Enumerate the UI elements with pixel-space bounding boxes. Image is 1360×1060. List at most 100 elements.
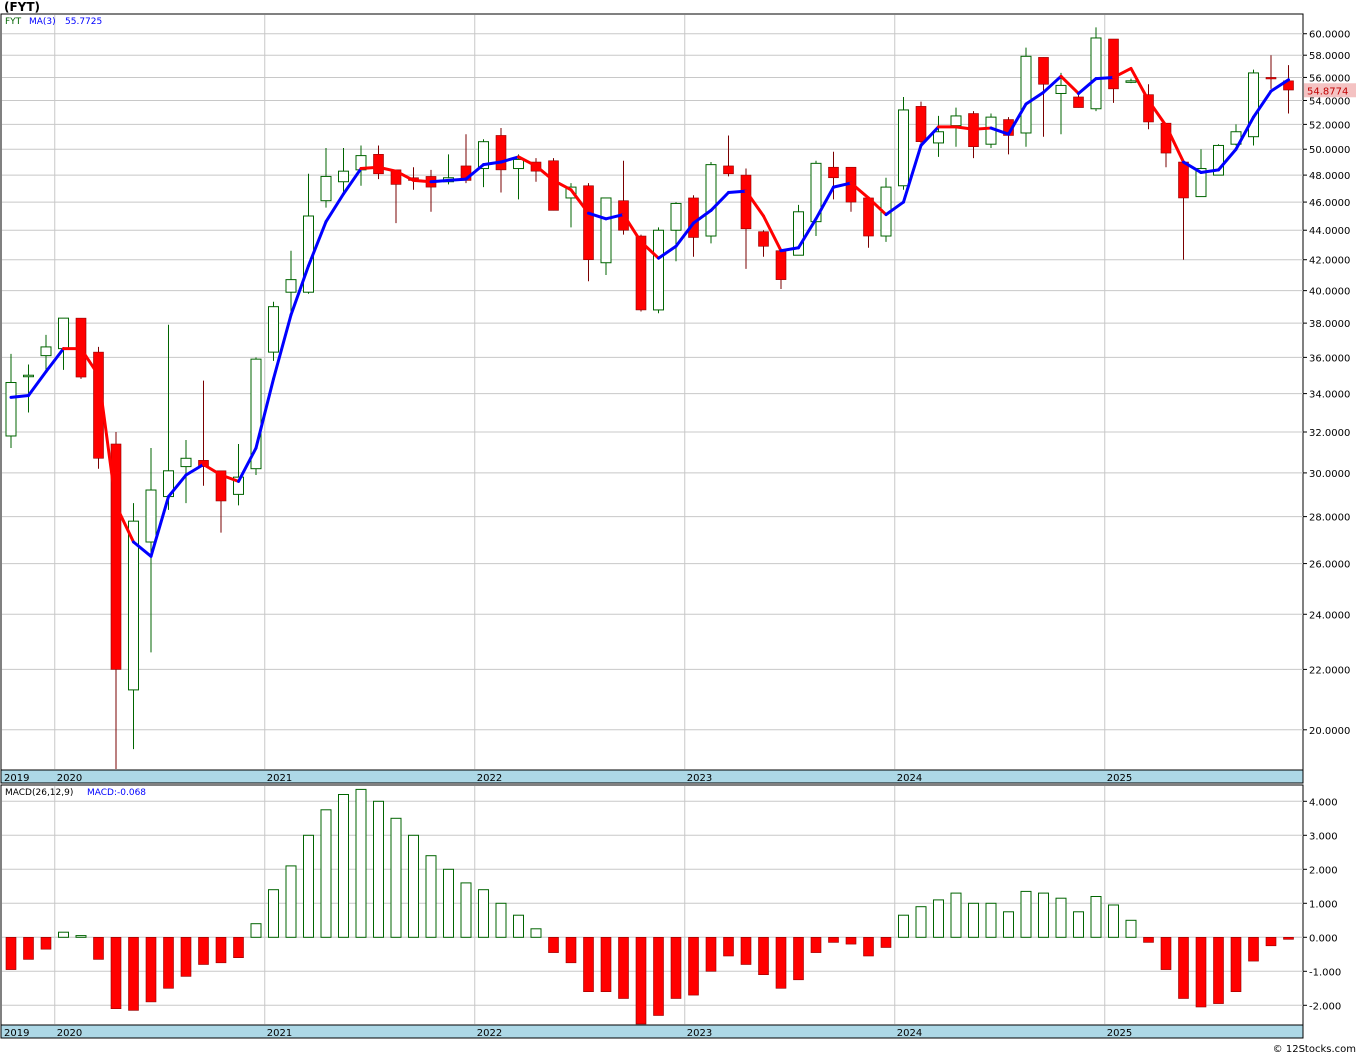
ma-segment (394, 169, 415, 182)
macd-bar (705, 936, 717, 972)
ma-segment (779, 246, 800, 253)
macd-bar (793, 936, 804, 981)
macd-bar (583, 936, 594, 992)
ma-segment (184, 463, 205, 477)
ma-label: MA(3) (29, 17, 56, 27)
ma-segment (1094, 75, 1115, 81)
candle (1020, 47, 1032, 147)
year-label: 2023 (687, 773, 712, 784)
ma-segment (79, 347, 100, 377)
macd-tick-label: 2.000 (1309, 865, 1338, 876)
ma-segment (972, 126, 993, 131)
candle (495, 128, 507, 193)
candle (1055, 72, 1067, 135)
ma-segment (1007, 102, 1028, 136)
macd-bars-layer (5, 788, 1294, 1025)
macd-bar (548, 936, 559, 953)
price-tick-label: 22.0000 (1309, 665, 1350, 676)
macd-bar (898, 914, 909, 938)
macd-bar (425, 855, 437, 938)
price-tick-label: 60.0000 (1309, 30, 1350, 41)
ma-segment (674, 221, 695, 248)
macd-bar (75, 935, 87, 938)
macd-bar (565, 936, 577, 964)
macd-bar (1213, 936, 1224, 1004)
ma-segment (867, 196, 888, 217)
candle (1073, 93, 1084, 108)
price-tick-label: 58.0000 (1309, 51, 1350, 62)
macd-bar (408, 834, 419, 938)
macd-bar (1283, 936, 1294, 940)
last-price-tag (1304, 83, 1356, 98)
candle (933, 115, 944, 157)
macd-value-label: MACD:-0.068 (87, 788, 146, 798)
macd-bar (443, 868, 454, 938)
price-tick-label: 36.0000 (1309, 353, 1350, 364)
candle (128, 503, 139, 750)
macd-bar (950, 892, 962, 938)
ma-segment (692, 208, 713, 225)
year-label: 2025 (1107, 773, 1132, 784)
ma-segment (429, 178, 450, 184)
price-tick-label: 34.0000 (1309, 390, 1350, 401)
price-panel-frame (0, 13, 1304, 771)
candle (600, 197, 612, 275)
ma-segment (464, 163, 485, 181)
macd-bar (1020, 890, 1032, 938)
year-label: 2022 (477, 1028, 502, 1039)
ma-value: 55.7725 (65, 17, 102, 27)
macd-bar (1073, 911, 1084, 938)
macd-bar (1038, 892, 1049, 938)
macd-bar (355, 788, 367, 938)
year-label: 2024 (897, 773, 922, 784)
macd-bar (5, 936, 17, 970)
macd-tick-label: -1.000 (1309, 967, 1341, 978)
ma-segment (814, 185, 835, 221)
year-label: 2020 (57, 773, 82, 784)
ma-segment (1042, 74, 1063, 94)
year-labels-bottom: 2019 2020 2021 2022 2023 2024 2025 (4, 1028, 1132, 1039)
candle (1038, 57, 1049, 137)
macd-bar (880, 936, 892, 948)
candle (23, 364, 34, 413)
macd-tick-label: 0.000 (1309, 933, 1338, 944)
macd-bar (303, 834, 314, 938)
candle (653, 227, 664, 314)
year-label: 2020 (57, 1028, 82, 1039)
ma-segment (1112, 66, 1133, 79)
price-tick-label: 32.0000 (1309, 428, 1350, 439)
ma-segment (132, 540, 153, 558)
macd-bar (390, 817, 402, 938)
ma-segment (1234, 115, 1255, 151)
macd-bar (600, 936, 612, 992)
year-labels-top: 2019 2020 2021 2022 2023 2024 2025 (4, 773, 1132, 784)
ma-segment (849, 181, 870, 200)
year-label: 2019 (4, 1028, 29, 1039)
year-label: 2021 (267, 1028, 292, 1039)
macd-bar (513, 914, 524, 938)
price-tick-label: 38.0000 (1309, 319, 1350, 330)
candle (915, 101, 927, 146)
price-tick-label: 30.0000 (1309, 469, 1350, 480)
macd-bar (460, 882, 472, 938)
ma-segment (884, 200, 905, 217)
ma-segment (902, 143, 923, 204)
candle (670, 202, 682, 262)
ma-segment (1077, 77, 1098, 95)
ma-segment (762, 214, 783, 253)
macd-bar (338, 794, 349, 938)
macd-bar (1160, 936, 1172, 970)
ma-segment (342, 167, 363, 196)
macd-bar (1265, 936, 1277, 947)
candle (268, 301, 279, 361)
macd-bar (985, 902, 997, 938)
macd-bar (1108, 904, 1119, 938)
macd-y-axis: -2.000 -1.000 0.000 1.000 2.000 3.000 4.000 (1303, 797, 1341, 1012)
macd-bar (495, 902, 507, 938)
ma-segment (727, 189, 748, 195)
ma-segment (797, 217, 818, 250)
year-label: 2019 (4, 773, 29, 784)
ma-segment (1129, 66, 1150, 102)
candle (215, 470, 227, 533)
